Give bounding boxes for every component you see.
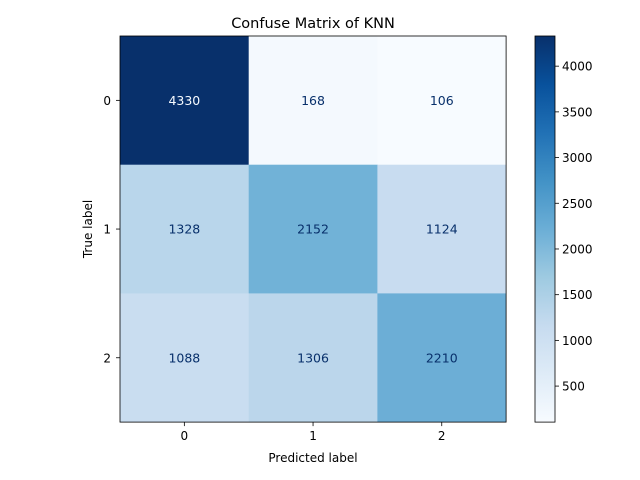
x-tick-label: 0 (181, 429, 189, 443)
colorbar-tick-label: 4000 (562, 60, 593, 74)
cell-value-label: 106 (430, 93, 454, 108)
cell-value-label: 2210 (426, 350, 458, 365)
colorbar-tick-label: 3000 (562, 151, 593, 165)
colorbar-tick-label: 3500 (562, 105, 593, 119)
colorbar-tick-label: 2500 (562, 197, 593, 211)
cell-value-label: 4330 (168, 93, 200, 108)
chart-title: Confuse Matrix of KNN (231, 16, 395, 32)
heatmap-cell-labels: 4330 168 106 1328 2152 1124 1088 1306 2210 (168, 93, 457, 365)
cell-value-label: 168 (301, 93, 325, 108)
cell-value-label: 2152 (297, 222, 329, 237)
y-axis-label: True label (81, 200, 95, 259)
cell-value-label: 1306 (297, 350, 329, 365)
colorbar-tick-label: 1000 (562, 334, 593, 348)
y-tick-label: 1 (103, 223, 111, 237)
y-tick-label: 2 (103, 351, 111, 365)
heatmap-cell (377, 293, 507, 423)
heatmap-cell (120, 164, 249, 294)
cell-value-label: 1088 (168, 350, 200, 365)
y-axis-ticks: 0 1 2 (103, 94, 120, 365)
colorbar-tick-label: 500 (562, 380, 585, 394)
x-tick-label: 2 (438, 429, 446, 443)
heatmap-cell (120, 293, 249, 423)
colorbar-tick-label: 1500 (562, 288, 593, 302)
heatmap-cell (248, 36, 378, 165)
heatmap-cell (248, 293, 378, 423)
y-tick-label: 0 (103, 94, 111, 108)
heatmap-cell (377, 164, 507, 294)
colorbar (534, 35, 556, 423)
colorbar-tick-label: 2000 (562, 242, 593, 256)
heatmap-cells (120, 36, 507, 423)
colorbar-ticks: 500 1000 1500 2000 2500 3000 3500 4000 (555, 60, 593, 394)
cell-value-label: 1328 (168, 222, 200, 237)
x-axis-label: Predicted label (268, 451, 357, 465)
x-tick-label: 1 (309, 429, 317, 443)
x-axis-ticks: 0 1 2 (181, 422, 446, 443)
cell-value-label: 1124 (426, 222, 458, 237)
heatmap-cell (120, 36, 249, 165)
heatmap-cell (377, 36, 507, 165)
heatmap-cell (248, 164, 378, 294)
